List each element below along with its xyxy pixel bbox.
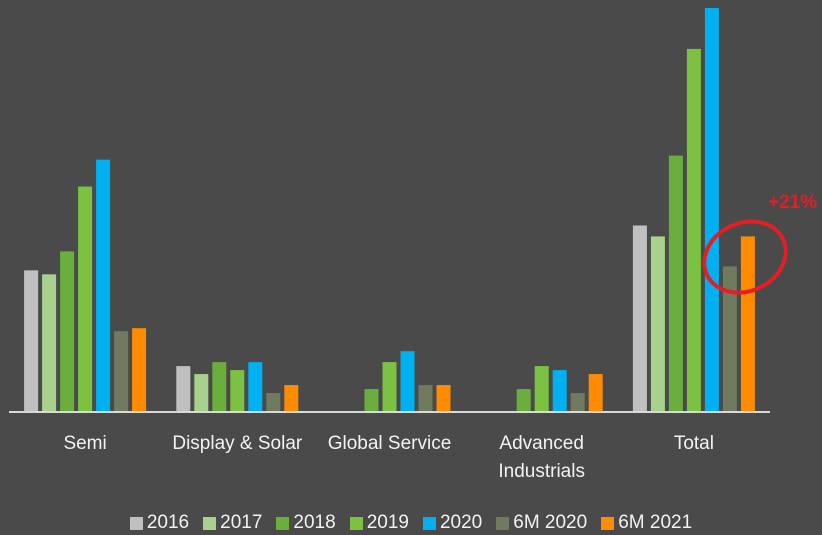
legend-item: 6M 2020 — [496, 512, 587, 534]
bar — [588, 374, 603, 411]
bar — [24, 270, 39, 411]
legend-item: 6M 2021 — [601, 512, 692, 534]
legend-swatch — [129, 516, 143, 530]
legend-swatch — [349, 516, 363, 530]
x-tick-label: Global Service — [327, 433, 452, 454]
bar — [132, 328, 147, 411]
legend-label: 2018 — [293, 512, 336, 533]
legend-swatch — [601, 516, 615, 530]
legend-swatch — [422, 516, 436, 530]
bar — [722, 266, 737, 411]
bar — [418, 385, 433, 411]
legend-item: 2017 — [203, 512, 262, 534]
bar — [516, 389, 531, 411]
bar — [248, 362, 263, 411]
bar — [284, 385, 299, 411]
legend-label: 2017 — [220, 512, 263, 533]
legend-item: 2016 — [129, 512, 190, 534]
bar — [686, 48, 701, 412]
x-tick-label: Semi — [63, 433, 107, 454]
bar — [704, 8, 719, 411]
bar — [740, 236, 755, 411]
legend-label: 2020 — [439, 512, 483, 533]
bar — [436, 385, 451, 411]
legend-swatch — [276, 516, 290, 530]
legend-label: 2016 — [146, 512, 190, 533]
legend-label: 6M 2020 — [513, 512, 588, 533]
legend-swatch — [203, 516, 217, 530]
legend-swatch — [496, 516, 510, 530]
x-tick-label: Total — [673, 433, 714, 454]
bar — [194, 374, 209, 411]
bar — [42, 274, 57, 411]
bar — [96, 159, 111, 411]
bar — [364, 389, 379, 411]
bar — [552, 370, 567, 411]
bar — [212, 362, 227, 411]
bar — [400, 351, 415, 411]
legend-label: 2019 — [366, 512, 409, 533]
bar — [570, 393, 585, 411]
highlight-ellipse — [702, 219, 788, 295]
bar — [632, 225, 647, 411]
bar — [668, 155, 683, 411]
x-tick-label: Advanced Industrials — [498, 433, 585, 482]
bar — [534, 366, 549, 411]
legend-item: 2018 — [276, 512, 336, 534]
bar — [78, 186, 93, 411]
legend-label: 6M 2021 — [618, 512, 693, 533]
bar — [114, 331, 129, 411]
legend-item: 2020 — [422, 512, 483, 534]
x-tick-label: Display & Solar — [172, 433, 303, 454]
legend: 2016 2017 2018 2019 2020 6M 2020 6M 2021 — [0, 512, 822, 534]
bar — [382, 362, 397, 411]
bar — [650, 236, 665, 411]
legend-item: 2019 — [349, 512, 409, 534]
bar — [266, 393, 281, 411]
bar — [176, 366, 191, 411]
bar — [230, 370, 245, 411]
annotation: +21% — [768, 192, 817, 213]
bar — [60, 251, 75, 411]
